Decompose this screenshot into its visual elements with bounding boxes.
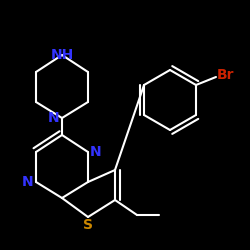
Text: N: N [48, 111, 60, 125]
Text: S: S [83, 218, 93, 232]
Text: N: N [90, 145, 102, 159]
Text: NH: NH [50, 48, 74, 62]
Text: Br: Br [217, 68, 235, 82]
Text: N: N [22, 175, 34, 189]
